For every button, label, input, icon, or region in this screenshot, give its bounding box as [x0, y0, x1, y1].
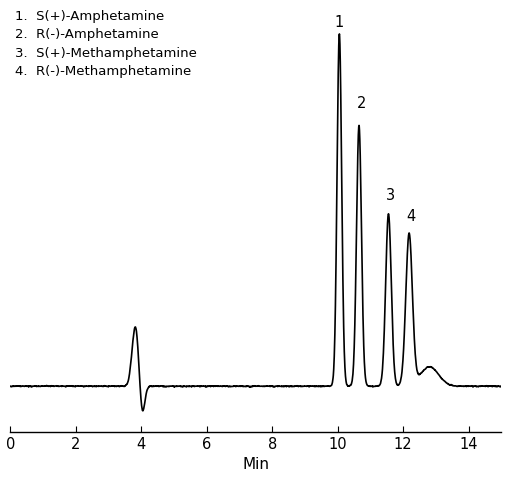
X-axis label: Min: Min [242, 457, 269, 472]
Text: 3: 3 [386, 188, 395, 203]
Text: 1: 1 [335, 15, 344, 30]
Text: 2: 2 [356, 96, 366, 111]
Text: 1.  S(+)-Amphetamine
2.  R(-)-Amphetamine
3.  S(+)-Methamphetamine
4.  R(-)-Meth: 1. S(+)-Amphetamine 2. R(-)-Amphetamine … [15, 10, 197, 78]
Text: 4: 4 [407, 209, 416, 224]
